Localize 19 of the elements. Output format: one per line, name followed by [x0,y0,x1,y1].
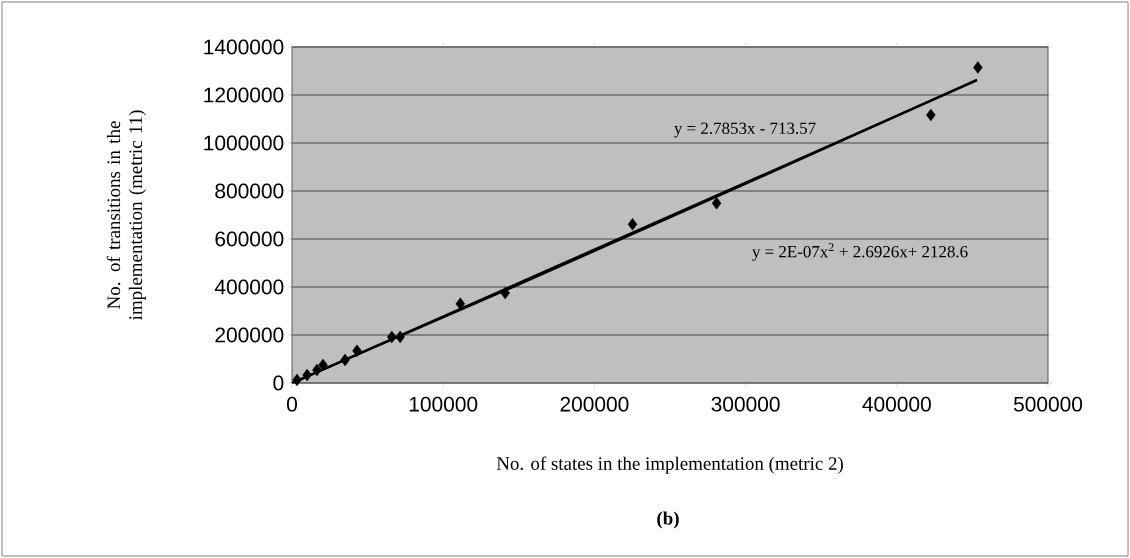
annotation: y = 2E-07x$^{2}$ + 2.6926x+ 2128.6 [752,243,968,261]
y-tick-label: 1000000 [204,135,284,151]
x-tick-label: 100000 [409,396,478,412]
y-tick-label: 1200000 [204,87,284,103]
x-axis-title: No. of states in the implementation (metric 2) [496,456,843,474]
x-tick-label: 500000 [1013,396,1083,412]
y-tick-label: 1400000 [204,39,284,55]
y-tick-label: 800000 [215,183,284,199]
text: (b) [657,511,679,529]
x-tick-label: 200000 [560,396,629,412]
y-tick-label: 200000 [215,327,284,343]
annotation: y = 2.7853x - 713.57 [674,122,816,138]
y-tick-label: 600000 [215,231,284,247]
x-tick-label: 300000 [711,396,780,412]
x-tick-label: 0 [287,396,297,412]
y-axis-title: No. of transitions in the implementation (metric 11) [106,110,146,320]
y-tick-label: 0 [273,375,284,391]
y-tick-label: 400000 [214,279,284,295]
x-tick-label: 400000 [862,396,931,412]
